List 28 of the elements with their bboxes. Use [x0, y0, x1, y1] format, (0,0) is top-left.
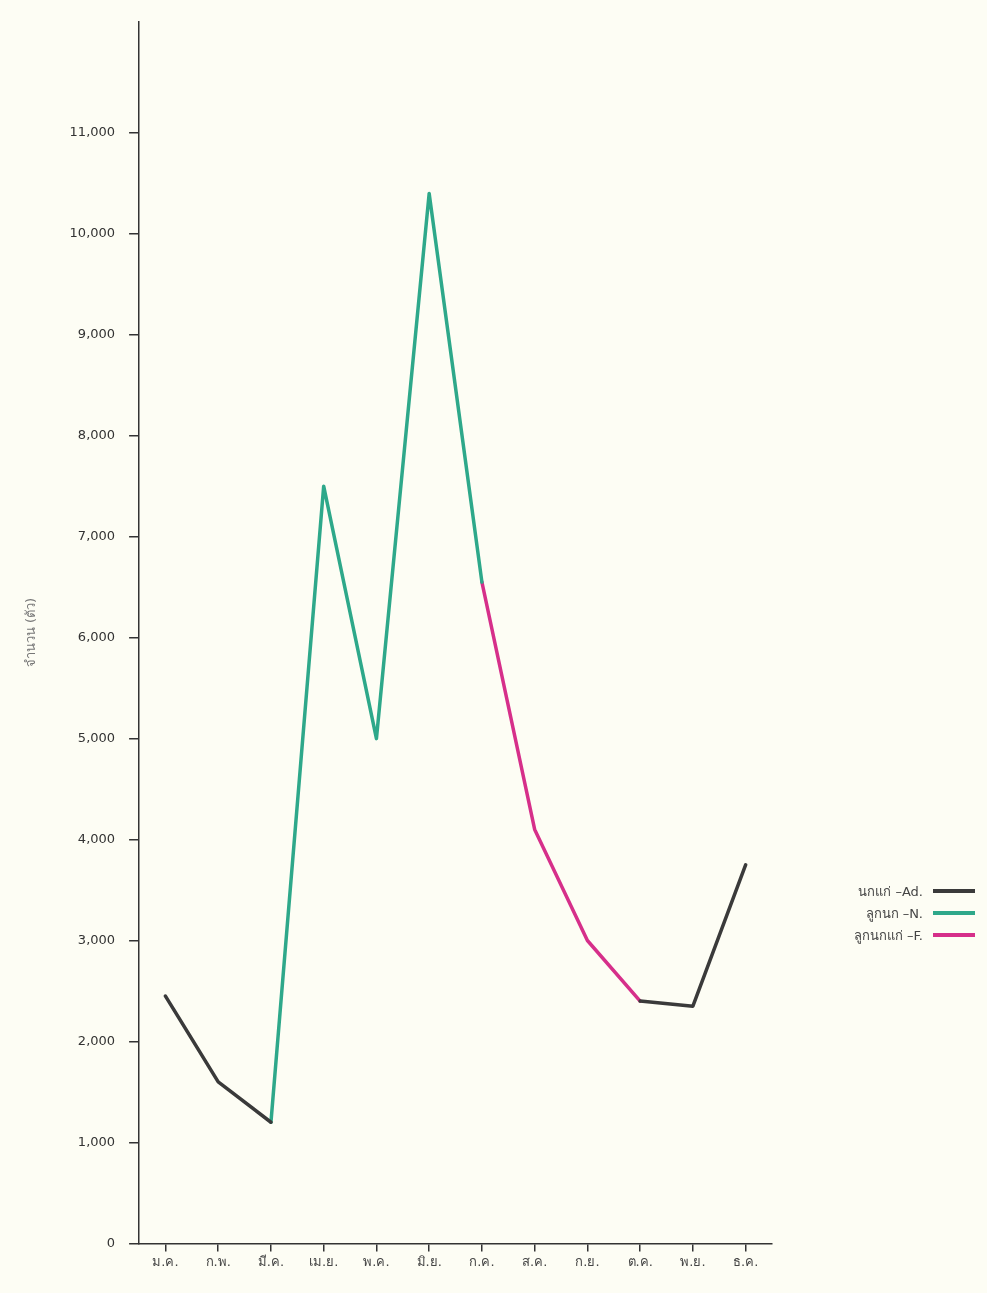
y-tick-label: 0	[106, 1234, 116, 1250]
x-tick-label: พ.ค.	[363, 1253, 390, 1269]
x-tick-label: มิ.ย.	[416, 1253, 442, 1269]
y-tick-label: 2,000	[77, 1032, 116, 1048]
x-tick-label: ก.ค.	[469, 1253, 495, 1269]
x-tick-label: ธ.ค.	[733, 1253, 759, 1269]
x-tick-label: ส.ค.	[522, 1253, 548, 1269]
y-tick-label: 8,000	[77, 427, 116, 443]
x-tick-label: ต.ค.	[627, 1253, 653, 1269]
y-tick-label: 7,000	[77, 528, 116, 544]
legend-label: ลูกนก –N.	[865, 904, 923, 924]
x-tick-label: พ.ย.	[680, 1253, 706, 1269]
y-tick-label: 1,000	[77, 1133, 116, 1149]
x-tick-label: เม.ย.	[309, 1253, 339, 1269]
y-tick-label: 5,000	[77, 729, 116, 745]
y-tick-label: 6,000	[77, 629, 116, 645]
y-tick-label: 11,000	[69, 124, 116, 140]
y-tick-label: 4,000	[77, 830, 116, 846]
y-tick-label: 10,000	[69, 225, 116, 241]
x-tick-label: ก.ย.	[575, 1253, 600, 1269]
legend-label: ลูกนกแก่ –F.	[853, 926, 923, 946]
y-tick-label: 9,000	[77, 326, 116, 342]
y-axis-title: จำนวน (ตัว)	[23, 597, 39, 668]
y-tick-label: 3,000	[77, 931, 116, 947]
x-tick-label: ม.ค.	[152, 1253, 179, 1269]
legend-label: นกแก่ –Ad.	[858, 882, 923, 901]
x-tick-label: ก.พ.	[205, 1253, 231, 1269]
x-tick-label: มี.ค.	[257, 1253, 285, 1269]
